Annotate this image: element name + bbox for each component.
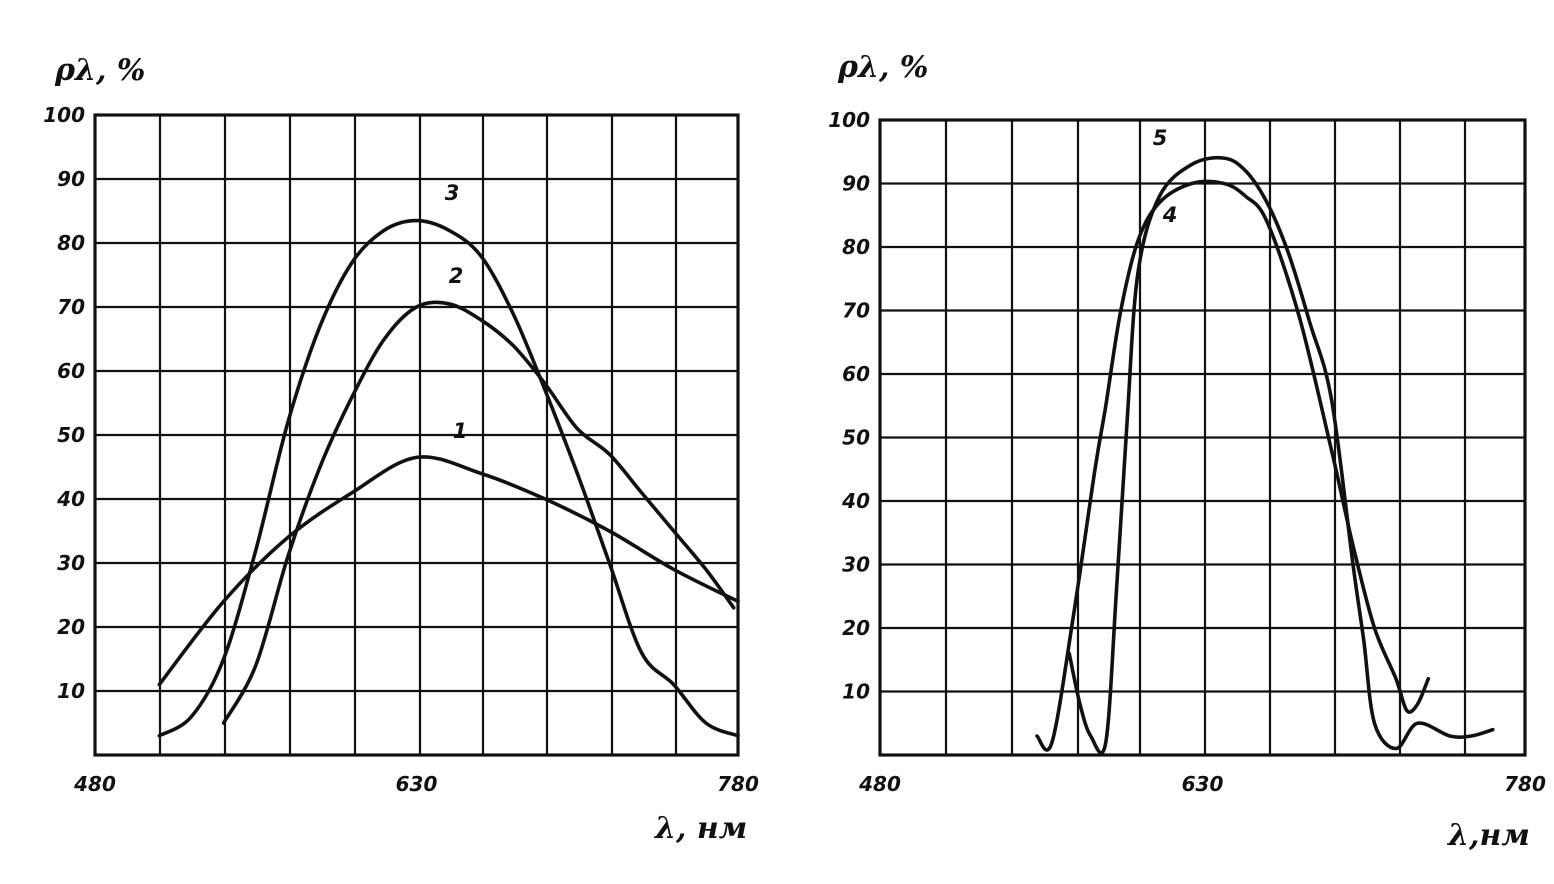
- series-label-4: 4: [1162, 203, 1178, 227]
- y-tick-label: 20: [842, 616, 870, 640]
- y-tick-label: 70: [842, 299, 870, 323]
- y-tick-label: 50: [57, 423, 85, 447]
- series-label-5: 5: [1153, 126, 1168, 150]
- y-tick-label: 100: [828, 108, 870, 132]
- y-tick-label: 40: [841, 489, 870, 513]
- y-axis-label: ρλ, %: [837, 50, 928, 85]
- y-tick-label: 60: [57, 359, 85, 383]
- series-line-1: [157, 455, 740, 687]
- right-chart-panel: 10 20 30 40 50 60 70 80 90 100 480 630 780 ρλ, % λ,нм 4…: [828, 50, 1546, 853]
- x-axis-label: λ, нм: [653, 811, 747, 846]
- y-tick-label: 90: [57, 167, 85, 191]
- series-label-1: 1: [453, 419, 468, 443]
- x-tick-label: 630: [1182, 772, 1224, 796]
- x-tick-label: 480: [858, 772, 901, 796]
- y-tick-label: 20: [57, 615, 85, 639]
- x-tick-label: 780: [1504, 772, 1546, 796]
- plot-frame: [93, 113, 740, 757]
- y-tick-label: 70: [57, 295, 85, 319]
- series-label-3: 3: [445, 181, 460, 205]
- series-line-5: [1067, 155, 1495, 755]
- x-tick-label: 630: [396, 772, 438, 796]
- y-tick-label: 80: [57, 231, 85, 255]
- left-chart-panel: 10 20 30 40 50 60 70 80 90 100 480 630 780 ρλ, % λ, нм…: [43, 53, 759, 846]
- y-tick-label: 10: [57, 679, 85, 703]
- x-tick-label: 780: [717, 772, 759, 796]
- y-axis-label: ρλ, %: [54, 53, 145, 88]
- series-line-3: [157, 218, 740, 738]
- series-label-2: 2: [449, 264, 464, 288]
- series-line-2: [221, 300, 736, 725]
- y-tick-label: 80: [842, 235, 870, 259]
- y-tick-label: 90: [842, 172, 870, 196]
- plot-frame: [878, 118, 1527, 757]
- x-tick-label: 480: [73, 772, 116, 796]
- y-tick-label: 50: [842, 426, 870, 450]
- y-tick-label: 30: [57, 551, 85, 575]
- y-tick-label: 10: [842, 680, 870, 704]
- y-tick-label: 30: [842, 553, 870, 577]
- x-axis-label: λ,нм: [1446, 818, 1530, 853]
- y-tick-label: 100: [43, 103, 85, 127]
- series-line-4: [1035, 179, 1431, 752]
- y-tick-label: 60: [842, 362, 870, 386]
- y-tick-label: 40: [56, 487, 85, 511]
